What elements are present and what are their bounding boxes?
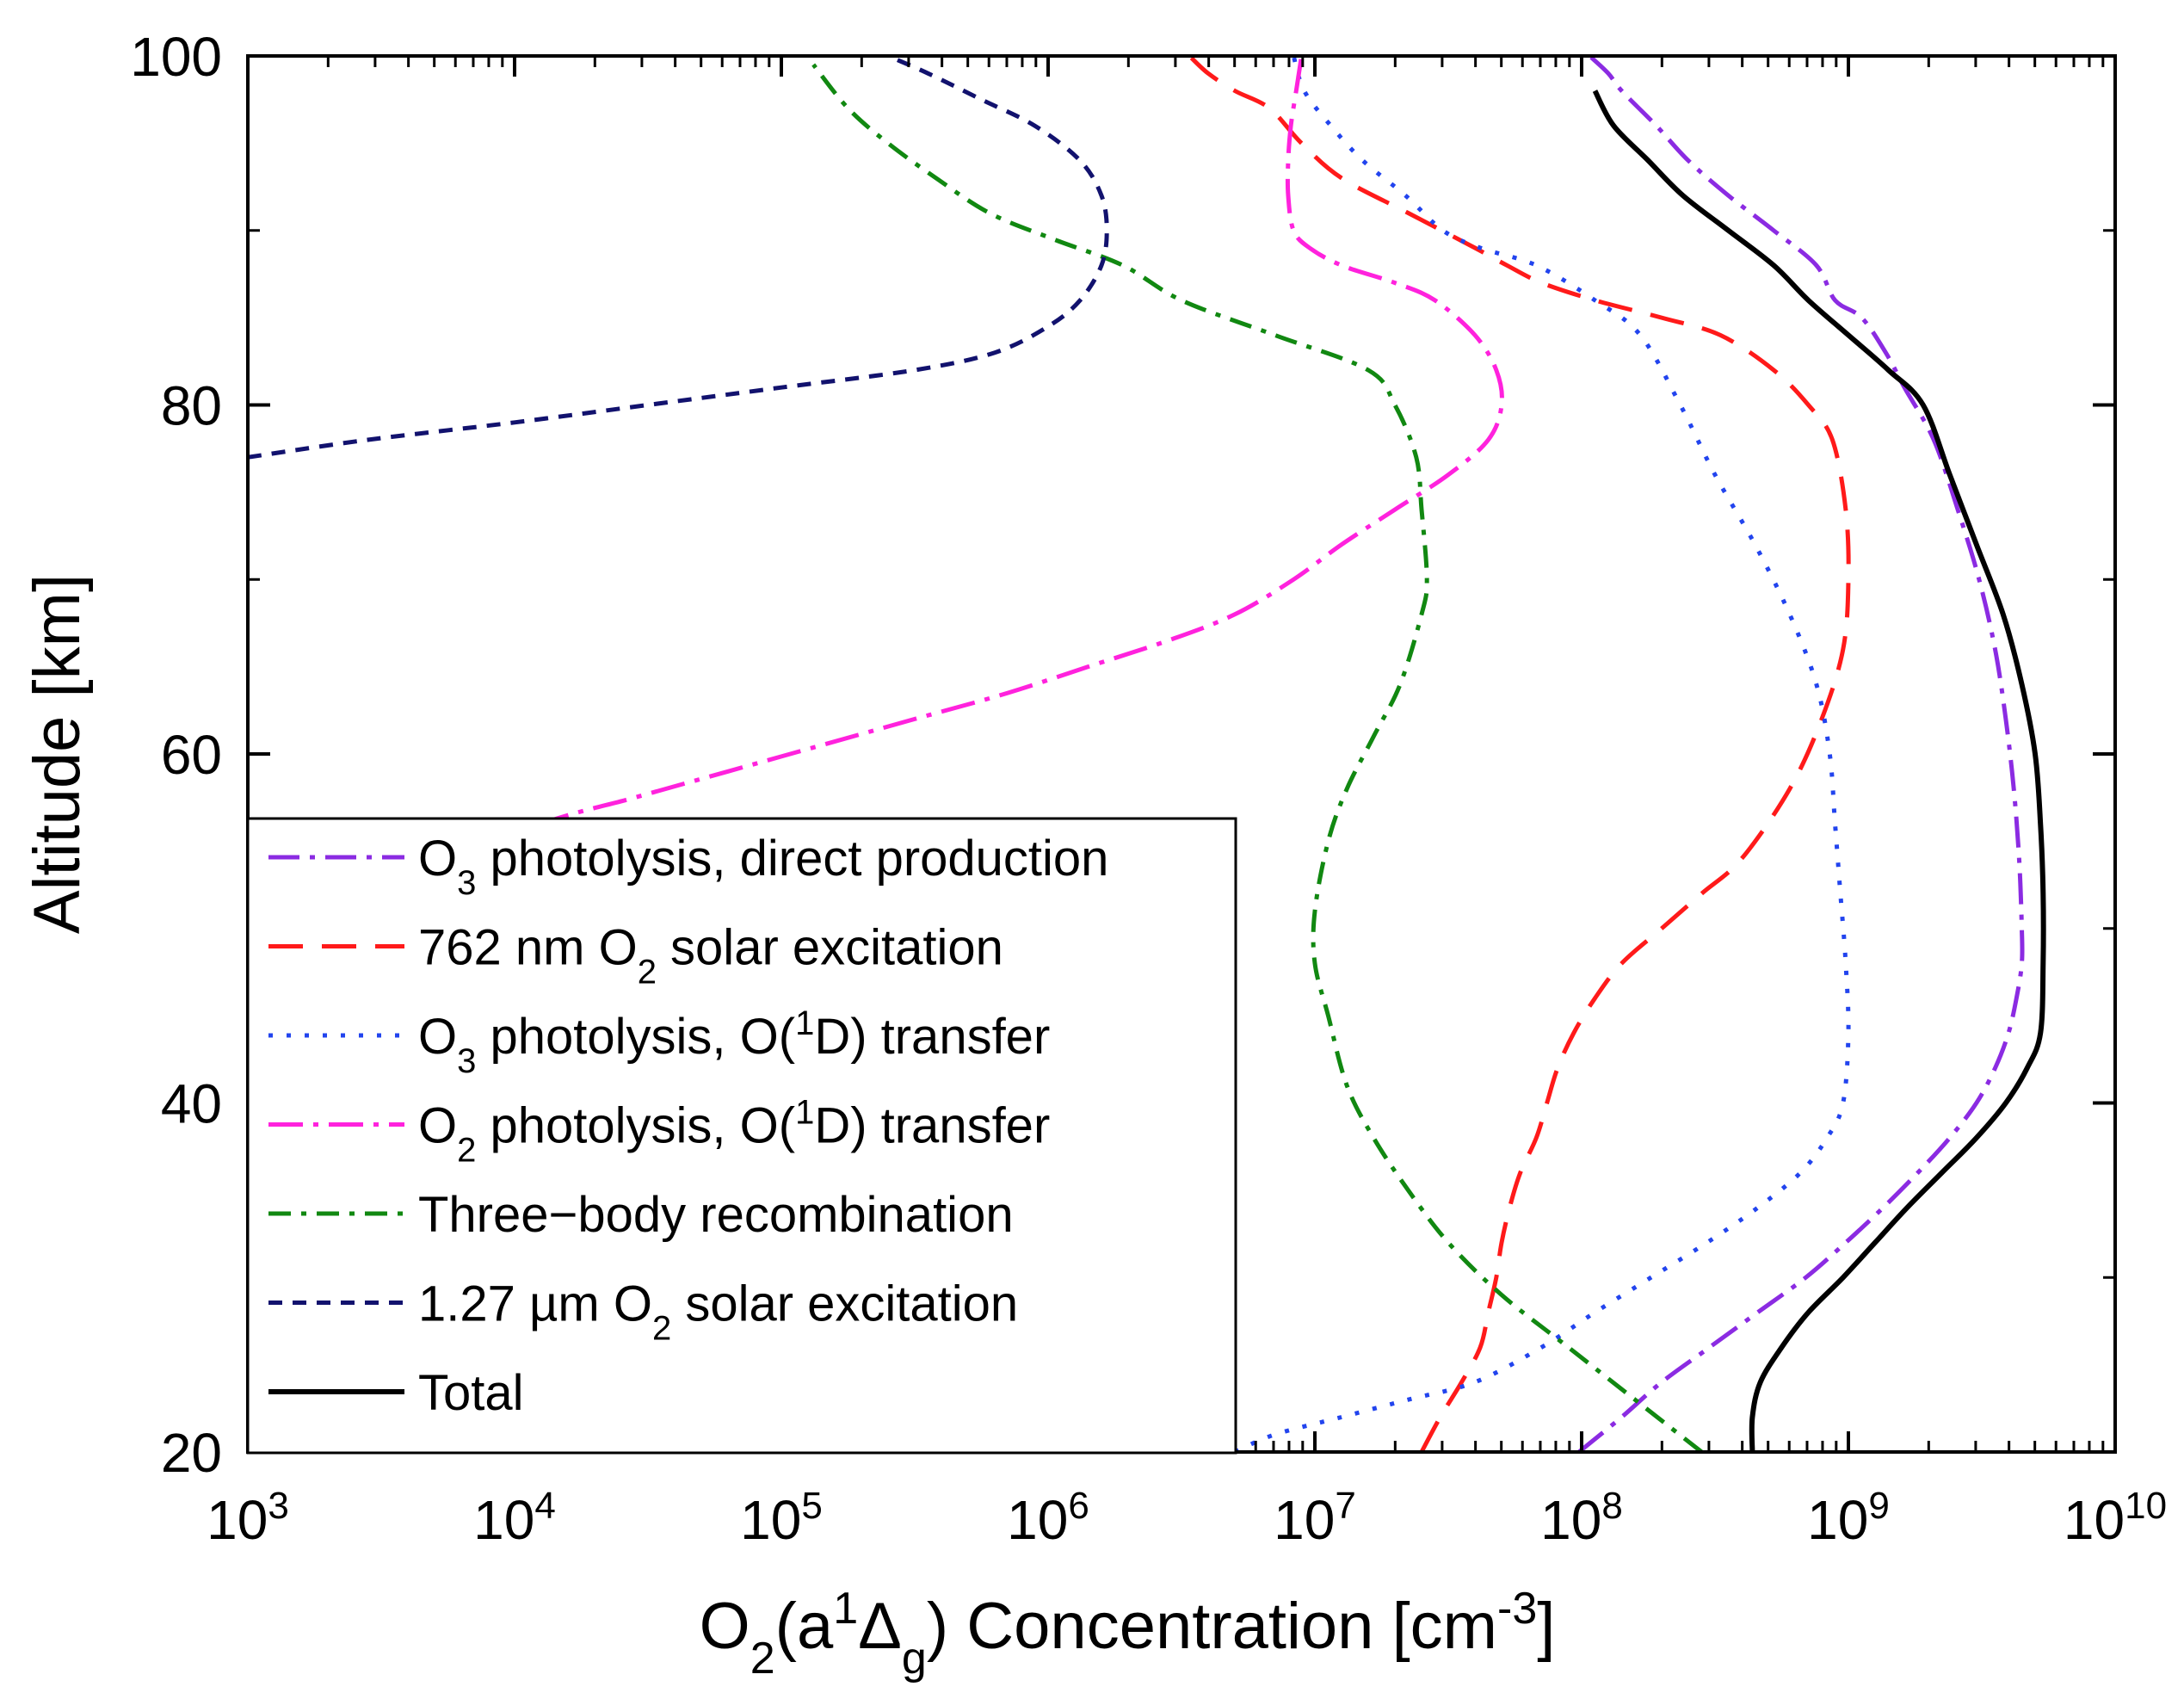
legend-label: 1.27 µm O2 solar excitation bbox=[418, 1276, 1018, 1348]
legend-label: Three−body recombination bbox=[418, 1187, 1014, 1243]
legend: O3 photolysis, direct production 762 nm O… bbox=[246, 817, 1237, 1455]
series-line-3 bbox=[1233, 56, 1851, 1452]
y-axis-title: Altitude [km] bbox=[21, 574, 94, 934]
legend-box bbox=[246, 817, 1237, 1455]
series-line-6 bbox=[248, 56, 1109, 460]
x-tick-label: 105 bbox=[740, 1485, 823, 1552]
legend-label: O3 photolysis, O(1D) transfer bbox=[418, 1004, 1050, 1080]
series-line-5 bbox=[811, 63, 1704, 1452]
tick-labels: 103 104 105 106 107 108 109 1010 20 40 60 80 100 bbox=[130, 26, 2167, 1551]
legend-label: 762 nm O2 solar excitation bbox=[418, 920, 1003, 992]
x-axis-title: O2(a1Δg) Concentration [cm-3] bbox=[700, 1584, 1556, 1684]
y-tick-label: 100 bbox=[130, 26, 222, 88]
series-line-7 bbox=[1592, 90, 2046, 1452]
legend-label: O2 photolysis, O(1D) transfer bbox=[418, 1094, 1050, 1170]
legend-label: O3 photolysis, direct production bbox=[418, 831, 1108, 902]
y-tick-label: 20 bbox=[161, 1422, 222, 1484]
y-tick-label: 60 bbox=[161, 724, 222, 786]
x-tick-label: 107 bbox=[1274, 1485, 1356, 1552]
x-tick-label: 108 bbox=[1540, 1485, 1623, 1552]
x-tick-label: 109 bbox=[1807, 1485, 1890, 1552]
legend-label: Total bbox=[418, 1365, 524, 1421]
y-tick-label: 80 bbox=[161, 375, 222, 437]
x-tick-label: 1010 bbox=[2064, 1485, 2167, 1552]
x-tick-label: 103 bbox=[207, 1485, 289, 1552]
y-tick-label: 40 bbox=[161, 1073, 222, 1135]
series-line-4 bbox=[248, 56, 1504, 913]
x-tick-label: 104 bbox=[473, 1485, 556, 1552]
series-line-1 bbox=[1577, 56, 2025, 1452]
x-tick-label: 106 bbox=[1007, 1485, 1089, 1552]
series-line-2 bbox=[1188, 56, 1851, 1452]
series-layer bbox=[248, 56, 2046, 1452]
